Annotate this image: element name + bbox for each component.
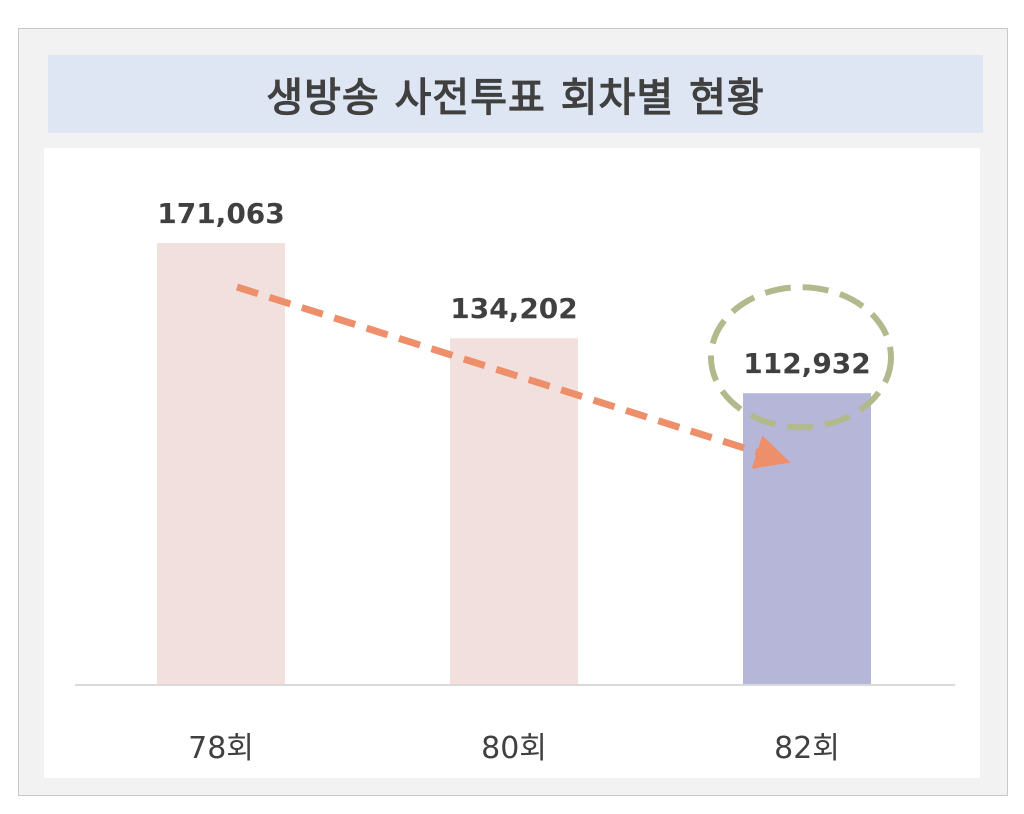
data-label-3: 112,932 bbox=[743, 347, 871, 380]
bar-1 bbox=[157, 243, 285, 685]
bar-2 bbox=[450, 338, 578, 685]
category-label-3: 82회 bbox=[774, 731, 840, 766]
data-label-1: 171,063 bbox=[157, 197, 285, 230]
trend-arrow bbox=[235, 283, 791, 469]
data-label-2: 134,202 bbox=[450, 292, 578, 325]
bar-3 bbox=[743, 393, 871, 685]
category-label-1: 78회 bbox=[188, 731, 254, 766]
chart-title: 생방송 사전투표 회차별 현황 bbox=[266, 75, 765, 121]
category-label-2: 80회 bbox=[481, 731, 547, 766]
title-bar: 생방송 사전투표 회차별 현황 bbox=[48, 55, 983, 133]
highlight-ellipse bbox=[708, 284, 894, 431]
